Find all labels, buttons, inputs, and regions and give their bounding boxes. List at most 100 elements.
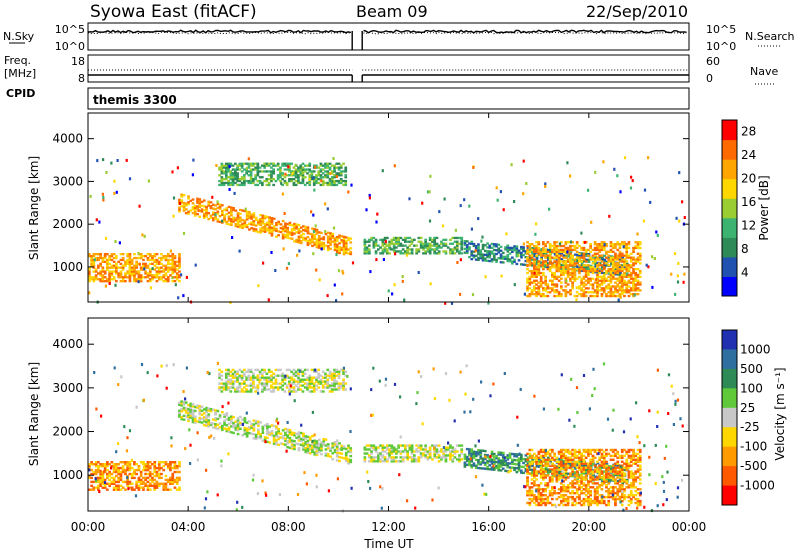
echo-cell — [406, 248, 409, 251]
echo-cell — [117, 472, 120, 476]
echo-cell — [333, 181, 336, 185]
echo-cell — [480, 239, 483, 243]
echo-cell — [128, 480, 132, 484]
echo-cell — [317, 240, 321, 244]
echo-cell — [277, 427, 280, 431]
echo-cell — [252, 437, 256, 440]
echo-cell — [256, 166, 260, 169]
echo-cell — [227, 164, 230, 167]
echo-cell — [511, 260, 514, 263]
echo-cell — [302, 444, 305, 447]
echo-cell — [589, 266, 592, 269]
echo-cell — [105, 171, 108, 174]
echo-cell — [601, 256, 604, 259]
colorbar-tick-label: 16 — [741, 195, 756, 209]
echo-cell — [333, 444, 337, 448]
echo-cell — [115, 262, 118, 265]
echo-cell — [155, 470, 159, 474]
echo-cell — [317, 450, 321, 453]
echo-cell — [553, 275, 556, 278]
echo-cell — [234, 181, 237, 185]
echo-cell — [537, 262, 541, 265]
echo-cell — [531, 458, 534, 462]
echo-cell — [539, 294, 543, 298]
echo-cell — [317, 382, 321, 385]
echo-cell — [602, 262, 606, 265]
echo-cell — [576, 477, 579, 480]
echo-cell — [225, 172, 228, 175]
echo-cell — [533, 262, 536, 265]
echo-cell — [344, 242, 348, 245]
echo-cell — [612, 473, 616, 476]
echo-cell — [90, 258, 93, 262]
echo-cell — [453, 246, 457, 249]
echo-cell — [531, 247, 534, 250]
echo-cell — [88, 474, 91, 478]
echo-cell — [632, 271, 635, 275]
echo-cell — [584, 269, 588, 273]
echo-cell — [312, 176, 315, 180]
echo-cell — [321, 390, 325, 393]
echo-cell — [533, 501, 536, 505]
echo-cell — [455, 250, 459, 253]
echo-cell — [321, 172, 325, 175]
echo-cell — [311, 237, 314, 240]
echo-cell — [368, 250, 371, 253]
echo-cell — [187, 203, 190, 206]
echo-cell — [294, 372, 298, 375]
echo-cell — [88, 270, 91, 273]
echo-cell — [587, 258, 591, 262]
echo-cell — [533, 472, 536, 475]
echo-cell — [180, 408, 184, 411]
echo-cell — [453, 252, 457, 255]
echo-cell — [486, 255, 489, 259]
echo-cell — [596, 271, 600, 274]
echo-cell — [374, 460, 378, 463]
echo-cell — [288, 164, 291, 167]
echo-cell — [252, 429, 256, 432]
echo-cell — [175, 268, 179, 271]
echo-cell — [636, 275, 640, 278]
echo-cell — [557, 269, 561, 273]
echo-cell — [223, 218, 226, 221]
echo-cell — [342, 447, 346, 450]
echo-cell — [344, 174, 348, 177]
echo-cell — [526, 294, 529, 298]
echo-cell — [169, 266, 172, 269]
echo-cell — [198, 205, 202, 209]
echo-cell — [221, 204, 224, 207]
echo-cell — [88, 278, 91, 281]
echo-cell — [220, 183, 224, 187]
echo-cell — [254, 176, 257, 179]
echo-cell — [284, 427, 287, 431]
echo-cell — [153, 461, 157, 464]
echo-cell — [435, 452, 439, 455]
echo-cell — [164, 280, 168, 283]
echo-cell — [605, 264, 609, 267]
echo-cell — [600, 241, 604, 244]
echo-cell — [115, 268, 118, 271]
echo-cell — [392, 248, 396, 251]
echo-cell — [126, 466, 129, 470]
echo-cell — [576, 259, 579, 262]
echo-cell — [90, 276, 93, 279]
echo-cell — [555, 250, 559, 253]
echo-cell — [308, 380, 312, 383]
echo-cell — [252, 168, 255, 171]
echo-cell — [272, 390, 275, 393]
echo-cell — [551, 287, 554, 290]
echo-cell — [508, 454, 512, 457]
echo-cell — [342, 378, 345, 381]
echo-cell — [110, 476, 114, 480]
echo-cell — [431, 248, 434, 251]
echo-cell — [268, 216, 271, 219]
echo-cell — [261, 388, 264, 391]
echo-cell — [598, 268, 601, 271]
echo-cell — [236, 174, 239, 177]
echo-cell — [279, 374, 282, 377]
echo-cell — [139, 486, 143, 489]
echo-cell — [333, 164, 336, 167]
echo-cell — [557, 268, 561, 271]
echo-cell — [326, 231, 330, 234]
echo-cell — [627, 279, 631, 282]
